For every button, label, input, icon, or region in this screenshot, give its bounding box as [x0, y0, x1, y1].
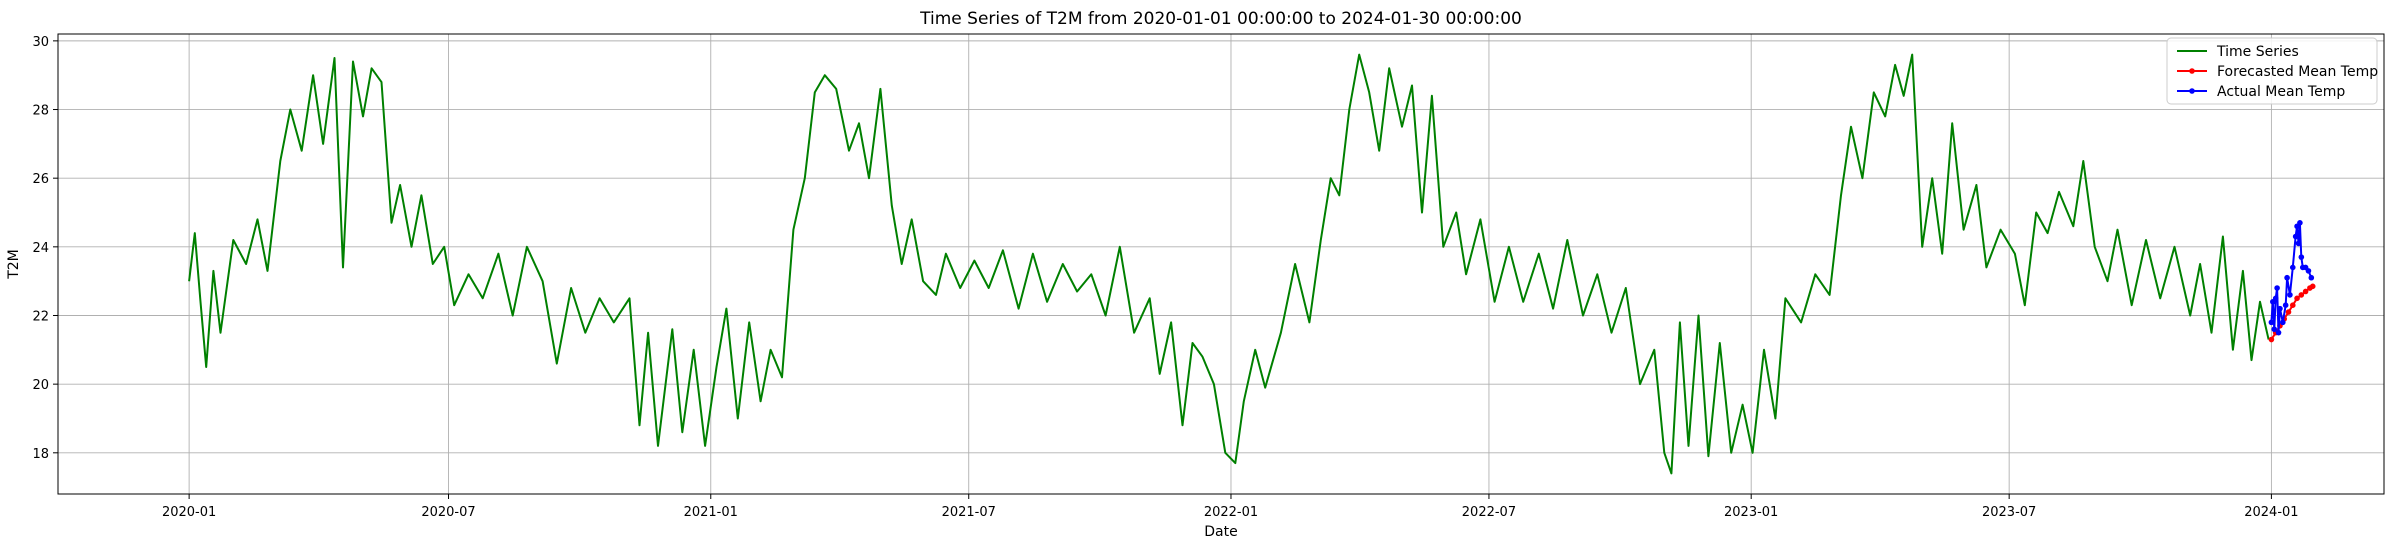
- grid: [58, 34, 2384, 494]
- series-point: [2280, 319, 2286, 326]
- x-tick-label: 2021-01: [684, 505, 738, 520]
- series-point: [2282, 302, 2289, 308]
- series-point: [2277, 305, 2283, 312]
- y-tick-label: 26: [32, 172, 49, 187]
- x-tick-label: 2021-07: [942, 505, 996, 520]
- x-tick-label: 2022-01: [1204, 505, 1258, 520]
- y-tick-label: 24: [32, 241, 49, 256]
- x-tick-label: 2022-07: [1462, 505, 1516, 520]
- series-point: [2272, 295, 2279, 302]
- series-point: [2268, 319, 2275, 326]
- series-point: [2297, 220, 2303, 226]
- x-tick-label: 2024-01: [2244, 505, 2298, 520]
- series-point: [2298, 292, 2305, 298]
- series-line: [188, 53, 2270, 475]
- series-point: [2305, 268, 2312, 274]
- series-point: [2268, 336, 2275, 343]
- y-tick-label: 28: [32, 104, 49, 119]
- series-point: [2308, 274, 2315, 281]
- y-tick-label: 30: [32, 35, 49, 50]
- series-point: [2292, 233, 2299, 240]
- chart-title: Time Series of T2M from 2020-01-01 00:00…: [919, 9, 1522, 29]
- legend-label: Forecasted Mean Temp: [2217, 64, 2378, 80]
- x-axis-title: Date: [1204, 524, 1237, 540]
- x-tick-label: 2023-01: [1724, 505, 1778, 520]
- legend: Time Series Forecasted Mean Temp Actual Me…: [2166, 37, 2378, 105]
- series-point: [2271, 326, 2278, 333]
- plot-frame: [57, 33, 2385, 495]
- x-tick-label: 2020-01: [162, 505, 216, 520]
- series-point: [2294, 295, 2300, 302]
- series-point: [2285, 309, 2292, 315]
- legend-marker: [2189, 88, 2195, 94]
- legend-box: [2166, 37, 2378, 105]
- series-point: [2289, 302, 2296, 308]
- legend-label: Time Series: [2216, 44, 2299, 60]
- axis-ticks: 2020-01 2020-07 2021-01 2021-07 2022-01 2022-…: [32, 35, 2298, 520]
- series-point: [2274, 285, 2280, 291]
- series-point: [2289, 264, 2296, 271]
- y-tick-label: 22: [32, 309, 49, 324]
- series-point: [2298, 254, 2305, 260]
- series-point: [2287, 292, 2293, 298]
- x-tick-label: 2020-07: [421, 505, 475, 520]
- x-tick-label: 2023-07: [1982, 505, 2036, 520]
- series-point: [2275, 329, 2282, 336]
- y-tick-label: 18: [32, 447, 49, 462]
- y-axis-title: T2M: [6, 249, 22, 280]
- series-layer: [188, 53, 2316, 475]
- series-point: [2284, 274, 2290, 281]
- series-point: [2295, 240, 2302, 247]
- series-point: [2302, 288, 2309, 295]
- legend-label: Actual Mean Temp: [2217, 84, 2345, 100]
- legend-marker: [2189, 68, 2195, 74]
- y-tick-label: 20: [32, 378, 49, 393]
- series-point: [2309, 283, 2316, 290]
